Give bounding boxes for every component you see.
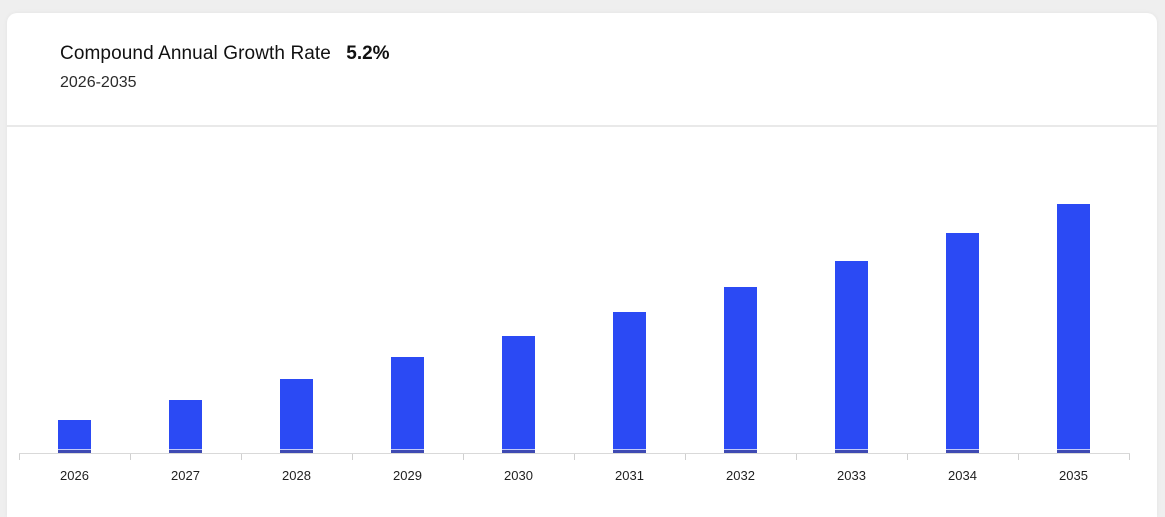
x-axis-tick [130,454,131,460]
bar-2028[interactable] [280,379,313,453]
chart-subtitle: 2026-2035 [60,74,137,91]
x-axis-tick [1129,454,1130,460]
chart-title: Compound Annual Growth Rate [60,43,331,64]
chart-title-row: Compound Annual Growth Rate 5.2% [60,41,390,67]
bar-base-strip [724,449,757,453]
x-axis-tick [352,454,353,460]
x-axis-tick [574,454,575,460]
bar-2026[interactable] [58,420,91,453]
x-axis-tick [19,454,20,460]
x-axis-label-2035: 2035 [1059,468,1088,483]
bar-base-strip [835,449,868,453]
x-axis-tick [463,454,464,460]
bar-base-strip [613,449,646,453]
bar-2031[interactable] [613,312,646,453]
bar-2035[interactable] [1057,204,1090,453]
x-axis-label-2026: 2026 [60,468,89,483]
bar-base-strip [280,449,313,453]
bar-base-strip [391,449,424,453]
bar-base-strip [946,449,979,453]
bar-base-strip [502,449,535,453]
x-axis-tick [241,454,242,460]
chart-header: Compound Annual Growth Rate 5.2% 2026-20… [60,41,390,94]
x-axis-label-2031: 2031 [615,468,644,483]
cagr-value: 5.2% [346,43,390,64]
bar-2033[interactable] [835,261,868,453]
x-axis-label-2034: 2034 [948,468,977,483]
bar-chart-plot: 2026 2027 2028 2029 2030 2031 2032 2033 2034 2035 [19,140,1130,483]
x-axis-line [19,453,1130,454]
x-axis-tick [907,454,908,460]
bar-2030[interactable] [502,336,535,453]
x-axis-label-2029: 2029 [393,468,422,483]
x-axis-label-2027: 2027 [171,468,200,483]
x-axis-label-2032: 2032 [726,468,755,483]
header-divider [7,125,1157,127]
bar-2027[interactable] [169,400,202,453]
bar-base-strip [58,449,91,453]
x-axis-tick [685,454,686,460]
chart-card: Compound Annual Growth Rate 5.2% 2026-20… [7,13,1157,517]
x-axis-label-2030: 2030 [504,468,533,483]
x-axis-tick [1018,454,1019,460]
bar-2029[interactable] [391,357,424,453]
bar-base-strip [1057,449,1090,453]
bar-base-strip [169,449,202,453]
bar-2032[interactable] [724,287,757,453]
x-axis-label-2033: 2033 [837,468,866,483]
x-axis-tick [796,454,797,460]
bar-2034[interactable] [946,233,979,453]
x-axis-label-2028: 2028 [282,468,311,483]
